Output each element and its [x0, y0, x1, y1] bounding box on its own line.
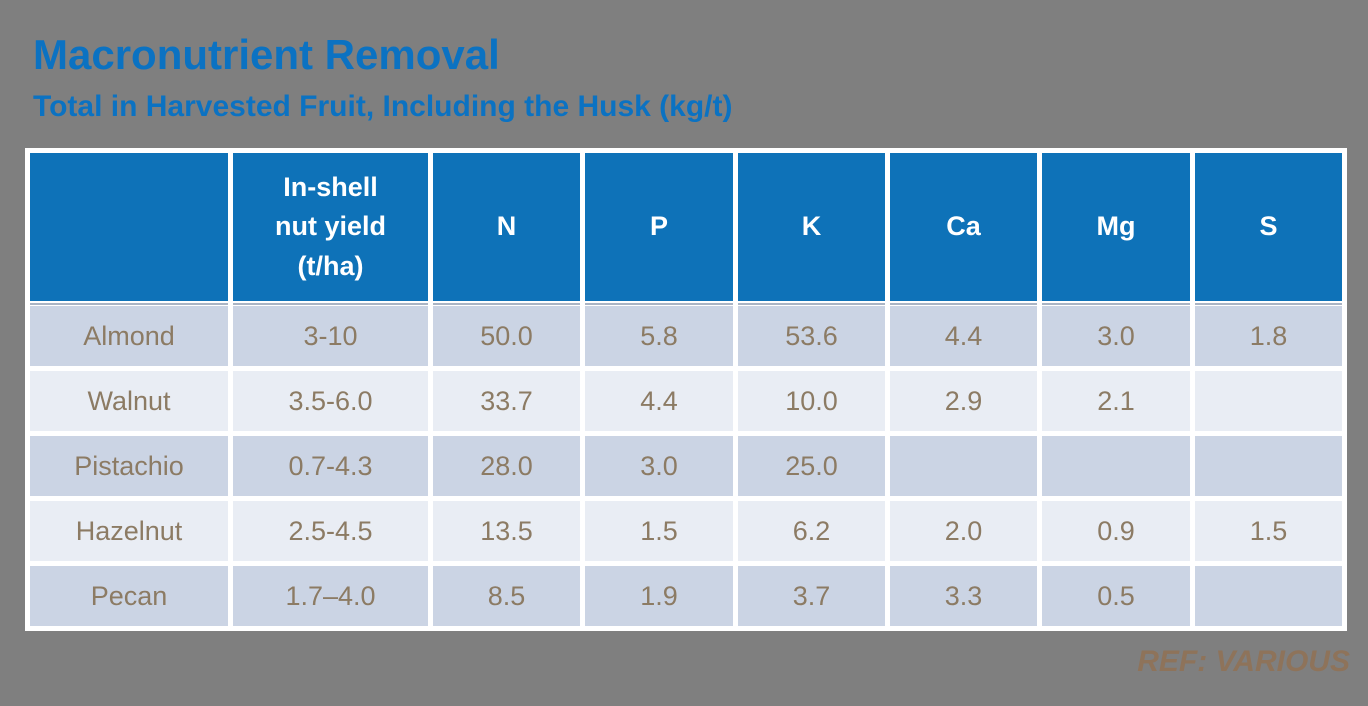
cell-n: 8.5 [433, 566, 580, 626]
cell-mg [1042, 436, 1190, 496]
cell-n: 13.5 [433, 501, 580, 561]
cell-n: 50.0 [433, 306, 580, 366]
header-n: N [433, 153, 580, 301]
cell-n: 33.7 [433, 371, 580, 431]
cell-yield: 3.5-6.0 [233, 371, 428, 431]
cell-s: 1.8 [1195, 306, 1342, 366]
header-row: In-shell nut yield (t/ha) N P K Ca Mg S [30, 153, 1342, 301]
header-ca: Ca [890, 153, 1037, 301]
cell-p: 5.8 [585, 306, 733, 366]
cell-k: 25.0 [738, 436, 885, 496]
table-row-hazelnut: Hazelnut 2.5-4.5 13.5 1.5 6.2 2.0 0.9 1.… [30, 501, 1342, 561]
cell-k: 10.0 [738, 371, 885, 431]
row-label: Hazelnut [30, 501, 228, 561]
row-label: Pistachio [30, 436, 228, 496]
cell-k: 6.2 [738, 501, 885, 561]
table-row-almond: Almond 3-10 50.0 5.8 53.6 4.4 3.0 1.8 [30, 306, 1342, 366]
table-row-walnut: Walnut 3.5-6.0 33.7 4.4 10.0 2.9 2.1 [30, 371, 1342, 431]
data-table: In-shell nut yield (t/ha) N P K Ca Mg S … [25, 148, 1347, 631]
cell-ca: 2.0 [890, 501, 1037, 561]
cell-s [1195, 436, 1342, 496]
cell-ca: 3.3 [890, 566, 1037, 626]
cell-n: 28.0 [433, 436, 580, 496]
cell-yield: 2.5-4.5 [233, 501, 428, 561]
cell-ca: 4.4 [890, 306, 1037, 366]
cell-s: 1.5 [1195, 501, 1342, 561]
cell-p: 1.9 [585, 566, 733, 626]
cell-yield: 1.7–4.0 [233, 566, 428, 626]
header-s: S [1195, 153, 1342, 301]
table-row-pecan: Pecan 1.7–4.0 8.5 1.9 3.7 3.3 0.5 [30, 566, 1342, 626]
cell-k: 53.6 [738, 306, 885, 366]
cell-mg: 0.9 [1042, 501, 1190, 561]
header-crop [30, 153, 228, 301]
cell-ca [890, 436, 1037, 496]
header-yield: In-shell nut yield (t/ha) [233, 153, 428, 301]
page-title: Macronutrient Removal [33, 31, 500, 78]
header-p: P [585, 153, 733, 301]
cell-mg: 2.1 [1042, 371, 1190, 431]
cell-yield: 0.7-4.3 [233, 436, 428, 496]
cell-p: 4.4 [585, 371, 733, 431]
cell-ca: 2.9 [890, 371, 1037, 431]
macronutrient-table: In-shell nut yield (t/ha) N P K Ca Mg S … [25, 148, 1347, 631]
cell-p: 3.0 [585, 436, 733, 496]
cell-s [1195, 566, 1342, 626]
table-row-pistachio: Pistachio 0.7-4.3 28.0 3.0 25.0 [30, 436, 1342, 496]
reference-note: REF: VARIOUS [1137, 645, 1350, 678]
row-label: Walnut [30, 371, 228, 431]
cell-yield: 3-10 [233, 306, 428, 366]
header-k: K [738, 153, 885, 301]
row-label: Pecan [30, 566, 228, 626]
row-label: Almond [30, 306, 228, 366]
cell-p: 1.5 [585, 501, 733, 561]
cell-mg: 3.0 [1042, 306, 1190, 366]
page-subtitle: Total in Harvested Fruit, Including the … [33, 90, 733, 123]
cell-s [1195, 371, 1342, 431]
header-mg: Mg [1042, 153, 1190, 301]
cell-mg: 0.5 [1042, 566, 1190, 626]
cell-k: 3.7 [738, 566, 885, 626]
